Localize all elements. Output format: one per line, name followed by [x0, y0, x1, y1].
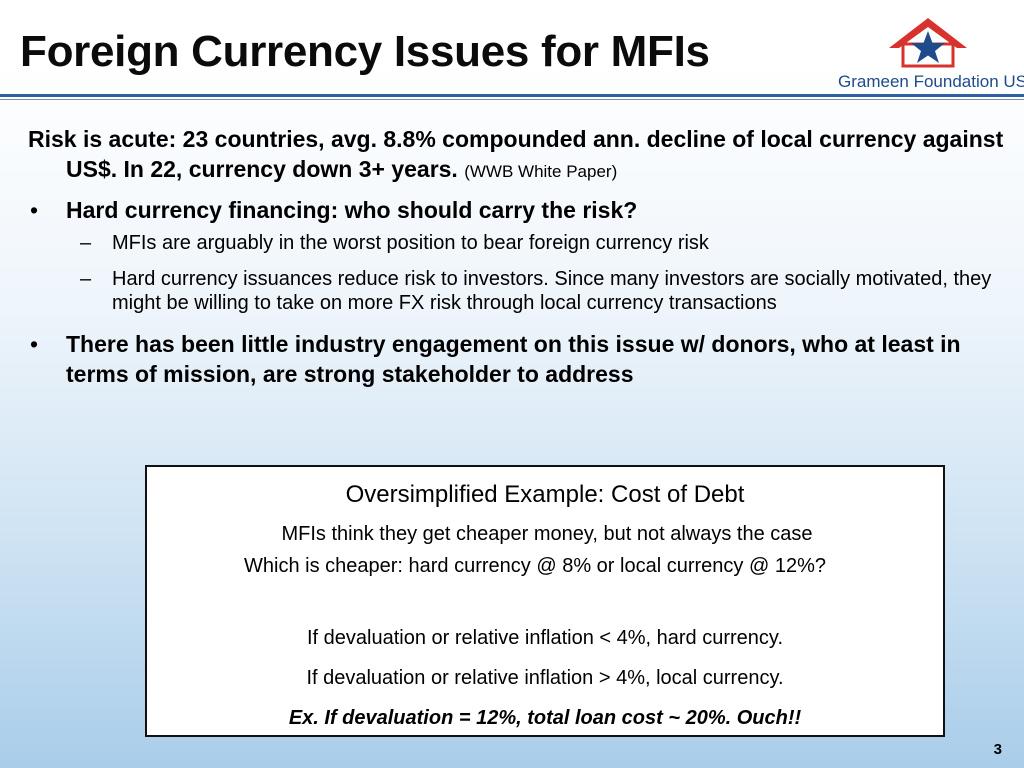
lead-text: Risk is acute: 23 countries, avg. 8.8% c…: [28, 126, 1004, 182]
sub-bullet-marker: –: [80, 232, 92, 254]
sub-bullet-text: Hard currency issuances reduce risk to i…: [112, 268, 992, 314]
example-line-3: If devaluation or relative inflation < 4…: [307, 627, 783, 649]
example-line-5: Ex. If devaluation = 12%, total loan cos…: [288, 707, 802, 729]
sub-bullet-issuances: – Hard currency issuances reduce risk to…: [28, 267, 1018, 315]
lead-paragraph: Risk is acute: 23 countries, avg. 8.8% c…: [28, 124, 1018, 187]
bullet-marker: •: [30, 197, 39, 223]
page-number: 3: [993, 741, 1002, 758]
sub-bullet-worst-position: – MFIs are arguably in the worst positio…: [28, 231, 1018, 255]
example-line-1: MFIs think they get cheaper money, but n…: [281, 523, 813, 545]
title-rule-thick: [0, 94, 1024, 97]
bullet-text: There has been little industry engagemen…: [66, 331, 961, 387]
bullet-text: Hard currency financing: who should carr…: [66, 197, 638, 223]
house-star-icon: [889, 18, 967, 68]
logo-text: Grameen Foundation USA: [838, 72, 1024, 91]
sub-bullet-marker: –: [80, 268, 92, 290]
slide-body: Risk is acute: 23 countries, avg. 8.8% c…: [28, 124, 1018, 395]
title-rule-thin: [0, 99, 1024, 100]
sub-bullet-text: MFIs are arguably in the worst position …: [112, 232, 709, 254]
example-line-4: If devaluation or relative inflation > 4…: [306, 667, 784, 689]
slide-title: Foreign Currency Issues for MFIs: [20, 27, 710, 76]
example-line-2: Which is cheaper: hard currency @ 8% or …: [244, 555, 826, 577]
example-box-title: Oversimplified Example: Cost of Debt: [345, 481, 745, 508]
bullet-hard-currency: • Hard currency financing: who should ca…: [28, 195, 1018, 225]
bullet-industry-engagement: • There has been little industry engagem…: [28, 329, 1018, 389]
bullet-marker: •: [30, 331, 39, 357]
grameen-logo: Grameen Foundation USA: [838, 14, 1024, 92]
lead-citation: (WWB White Paper): [464, 162, 618, 181]
example-box: Oversimplified Example: Cost of Debt MFI…: [145, 465, 945, 737]
